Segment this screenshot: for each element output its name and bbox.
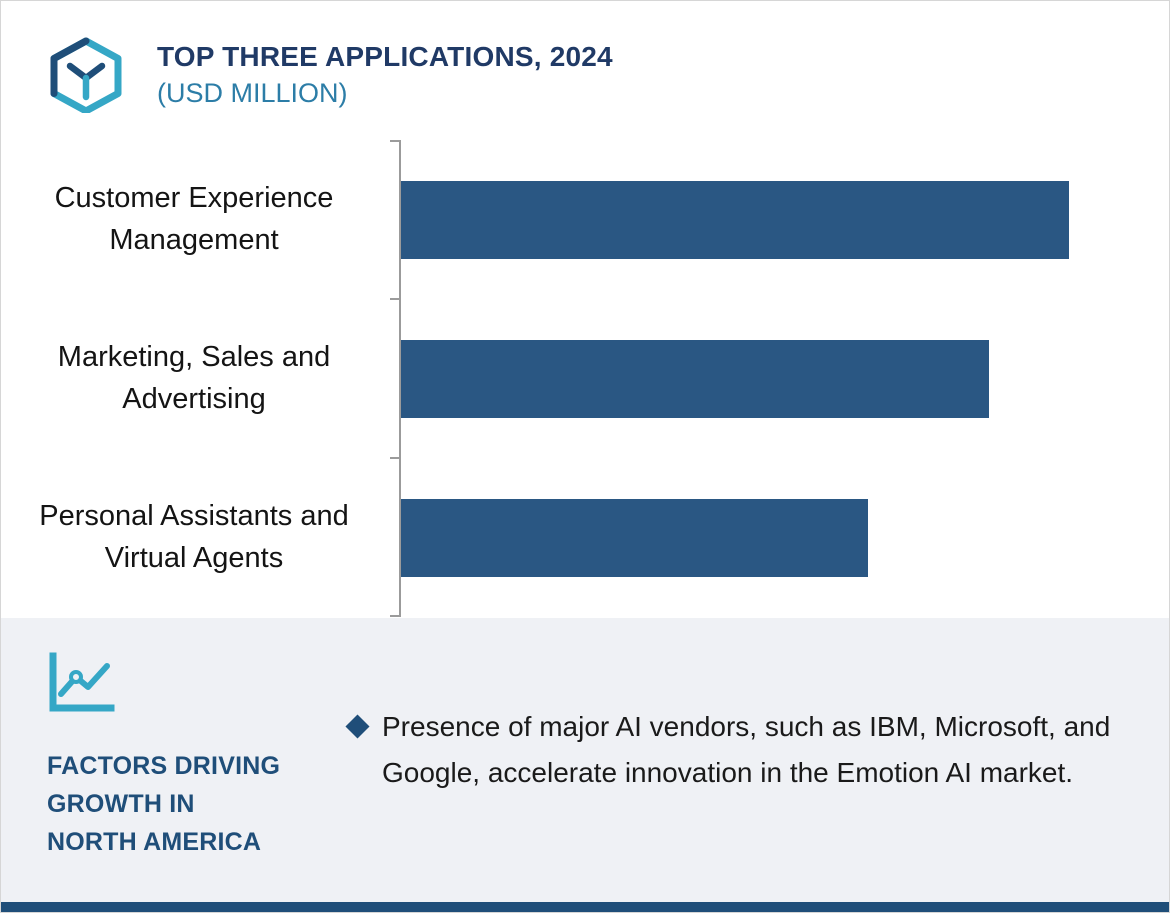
axis-tick [390,457,399,459]
line-chart-icon [49,652,115,712]
chart-row: Personal Assistants and Virtual Agents [1,458,1169,617]
bar-track [399,498,1169,577]
category-label: Personal Assistants and Virtual Agents [39,500,349,574]
axis-tick [390,140,399,142]
diamond-bullet-icon [345,714,370,739]
chart-units: (USD MILLION) [157,78,348,108]
bar-chart-rows: Customer Experience Management Marketing… [1,140,1169,617]
factors-column: FACTORS DRIVING GROWTH IN NORTH AMERICA [47,652,349,902]
insight-text: Presence of major AI vendors, such as IB… [382,711,1111,788]
y-axis-line [399,140,401,617]
chart-row: Marketing, Sales and Advertising [1,299,1169,458]
bar-track [399,339,1169,418]
factors-heading-line: GROWTH IN [47,790,195,818]
chart-row: Customer Experience Management [1,140,1169,299]
header-text: TOP THREE APPLICATIONS, 2024 (USD MILLIO… [157,37,613,109]
bar-chart: Customer Experience Management Marketing… [1,140,1169,617]
bar-track [399,180,1169,259]
insight-bullet-row: Presence of major AI vendors, such as IB… [345,704,1129,796]
axis-tick [390,298,399,300]
header: TOP THREE APPLICATIONS, 2024 (USD MILLIO… [1,1,1169,113]
bar [401,498,869,577]
axis-tick [390,615,399,617]
insight-column: Presence of major AI vendors, such as IB… [345,652,1129,902]
category-label: Marketing, Sales and Advertising [57,341,331,415]
category-label: Customer Experience Management [54,182,334,256]
bar [401,180,1069,259]
factors-heading-line: NORTH AMERICA [47,828,262,856]
footer-accent-bar [1,902,1169,912]
factors-panel: FACTORS DRIVING GROWTH IN NORTH AMERICA … [1,618,1169,902]
bar [401,339,989,418]
factors-heading-line: FACTORS DRIVING [47,752,281,780]
factors-heading: FACTORS DRIVING GROWTH IN NORTH AMERICA [47,747,349,861]
cube-hexagon-logo-icon [50,37,122,113]
chart-title: TOP THREE APPLICATIONS, 2024 [157,41,613,72]
